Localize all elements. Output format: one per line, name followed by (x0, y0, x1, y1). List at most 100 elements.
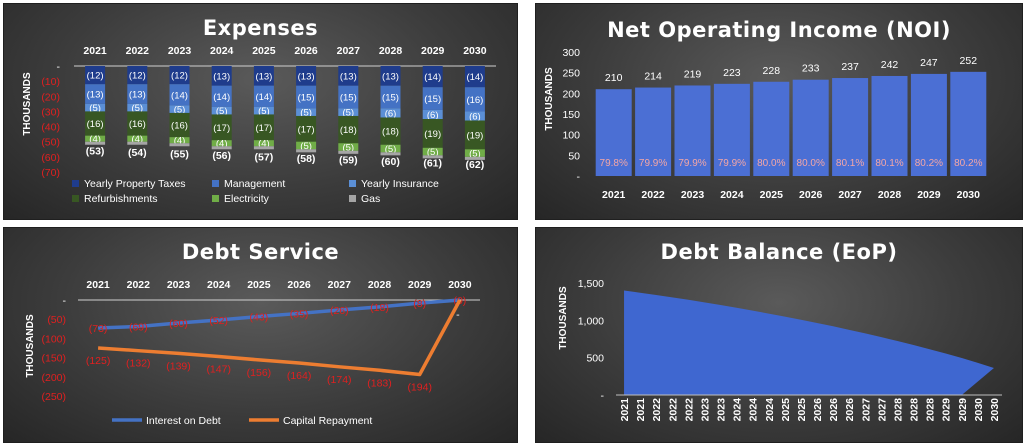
noi-value-label: 242 (881, 59, 899, 71)
debt-balance-title: Debt Balance (EoP) (660, 240, 898, 264)
debt-balance-x-tick-label: 2027 (860, 398, 872, 422)
debt-balance-x-tick-label: 2023 (716, 398, 728, 422)
debt-service-data-label: (69) (129, 321, 148, 333)
expenses-data-label: (12) (171, 71, 188, 82)
expenses-data-label: (17) (213, 123, 230, 134)
debt-service-data-label: (8) (413, 298, 426, 310)
expenses-legend-label: Management (224, 178, 285, 190)
expenses-bar-segment (169, 84, 190, 106)
expenses-data-label: (15) (382, 93, 399, 104)
expenses-bar-segment (380, 108, 401, 118)
debt-service-x-tick-label: 2030 (448, 279, 472, 291)
noi-x-tick-label: 2023 (681, 189, 705, 201)
expenses-total-label: (62) (466, 159, 485, 171)
expenses-data-label: (13) (213, 71, 230, 82)
noi-bar (910, 73, 947, 176)
debt-service-y-tick-label: (200) (41, 372, 66, 384)
noi-pct-label: 80.1% (836, 158, 864, 169)
expenses-x-tick-label: 2028 (379, 45, 403, 57)
debt-service-y-tick-label: - (63, 295, 67, 307)
expenses-data-label: (14) (424, 72, 441, 83)
debt-balance-x-tick-label: 2029 (941, 398, 953, 422)
debt-service-x-tick-label: 2022 (127, 279, 151, 291)
expenses-bar-segment (211, 140, 232, 147)
noi-bar (753, 81, 790, 176)
expenses-bar-segment (253, 146, 274, 150)
noi-x-tick-label: 2028 (878, 189, 902, 201)
expenses-data-label: (4) (216, 139, 228, 150)
debt-balance-x-tick-label: 2023 (699, 398, 711, 422)
expenses-bar-segment (422, 147, 443, 156)
noi-x-tick-label: 2022 (641, 189, 665, 201)
debt-service-x-tick-label: 2026 (287, 279, 311, 291)
expenses-bar-segment (422, 155, 443, 159)
expenses-data-label: (5) (89, 103, 101, 114)
expenses-bar-segment (464, 149, 485, 157)
expenses-data-label: (5) (174, 105, 186, 116)
debt-service-data-label: (26) (330, 305, 349, 317)
expenses-chart-panel: Expenses THOUSANDS - (10) (20) (30) (40) (50) (… (3, 3, 518, 220)
noi-pct-label: 79.9% (678, 158, 706, 169)
expenses-y-tick-label: (70) (41, 167, 60, 179)
expenses-bar-segment (85, 66, 106, 85)
noi-y-tick-label: - (577, 171, 581, 183)
expenses-data-label: (12) (87, 71, 104, 82)
expenses-data-label: (14) (466, 72, 483, 83)
expenses-legend-label: Yearly Insurance (361, 178, 439, 190)
noi-x-tick-label: 2029 (917, 189, 941, 201)
expenses-bar-segment (296, 108, 317, 116)
debt-balance-x-tick-label: 2030 (989, 398, 1001, 422)
expenses-data-label: (19) (466, 130, 483, 141)
expenses-y-tick-label: (20) (41, 91, 60, 103)
expenses-bar-segment (380, 152, 401, 156)
expenses-data-label: (16) (171, 121, 188, 132)
debt-service-data-label: (139) (166, 360, 191, 372)
expenses-data-label: (12) (129, 71, 146, 82)
expenses-x-tick-label: 2021 (83, 45, 107, 57)
expenses-y-tick-label: - (57, 61, 61, 73)
expenses-bar-segment (169, 66, 190, 85)
expenses-x-tick-label: 2026 (294, 45, 318, 57)
noi-bar (595, 89, 632, 176)
expenses-bar-segment (422, 87, 443, 110)
expenses-data-label: (19) (424, 129, 441, 140)
expenses-bar-segment (338, 66, 359, 86)
expenses-data-label: (4) (258, 139, 270, 150)
expenses-data-label: (15) (424, 94, 441, 105)
debt-service-chart-panel: Debt Service THOUSANDS - (50) (100) (150) (20… (3, 227, 518, 443)
expenses-bar-segment (127, 84, 148, 104)
debt-service-data-label: (132) (126, 358, 151, 370)
debt-service-x-tick-label: 2028 (368, 279, 392, 291)
expenses-bar-segment (253, 140, 274, 147)
debt-balance-x-tick-label: 2025 (796, 398, 808, 422)
expenses-bar-segment (422, 119, 443, 148)
expenses-total-label: (54) (128, 147, 147, 159)
noi-y-tick-label: 150 (562, 109, 580, 121)
expenses-x-tick-label: 2030 (463, 45, 487, 57)
debt-balance-y-tick-label: 500 (586, 353, 604, 365)
debt-balance-x-tick-label: 2028 (909, 398, 921, 422)
expenses-bar-segment (127, 111, 148, 136)
expenses-y-tick-label: (60) (41, 152, 60, 164)
noi-chart: THOUSANDS - 50 100 150 200 250 300 210 79.8% 2021 2… (544, 47, 987, 201)
noi-y-axis-label: THOUSANDS (544, 67, 555, 131)
noi-y-tick-label: 200 (562, 88, 580, 100)
expenses-data-label: (16) (466, 95, 483, 106)
debt-balance-x-tick-label: 2028 (925, 398, 937, 422)
expenses-bar-segment (211, 85, 232, 107)
expenses-data-label: (6) (427, 110, 439, 121)
expenses-bar-segment (464, 156, 485, 160)
expenses-legend-label: Yearly Property Taxes (84, 178, 186, 190)
expenses-bar-segment (85, 103, 106, 112)
expenses-bar-segment (85, 111, 106, 136)
expenses-data-label: (5) (131, 103, 143, 114)
expenses-x-tick-label: 2029 (421, 45, 445, 57)
expenses-bar-segment (380, 117, 401, 145)
expenses-data-label: (5) (469, 149, 481, 160)
noi-pct-label: 80.0% (797, 158, 825, 169)
expenses-bar-segment (169, 105, 190, 113)
debt-balance-x-tick-label: 2026 (844, 398, 856, 422)
expenses-total-label: (53) (86, 145, 105, 157)
expenses-legend-swatch (349, 195, 356, 202)
expenses-data-label: (4) (131, 134, 143, 145)
